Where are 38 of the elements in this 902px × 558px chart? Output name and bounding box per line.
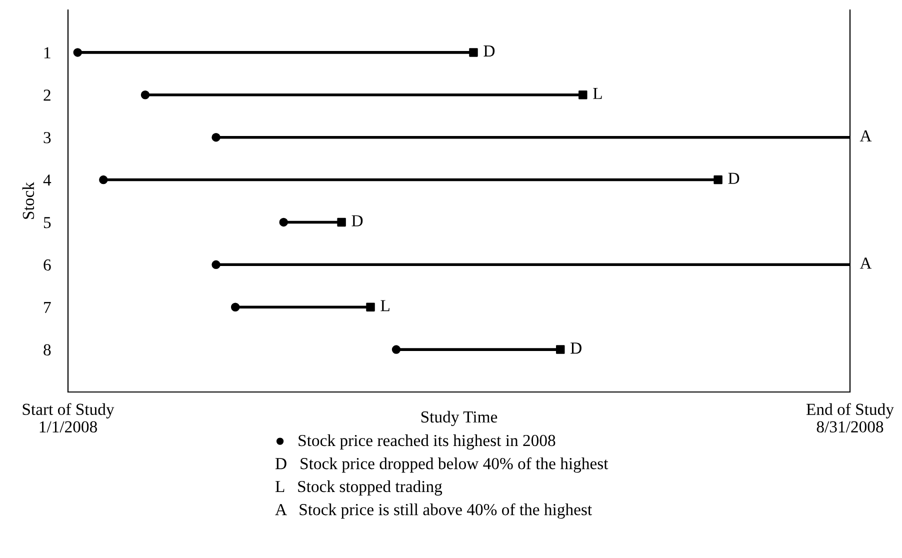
annotation: D bbox=[728, 172, 740, 184]
x-axis-title: Study Time bbox=[421, 410, 498, 426]
point bbox=[392, 345, 401, 354]
text: ● Stock price reached its highest in 2008 bbox=[276, 434, 556, 450]
point bbox=[714, 175, 722, 184]
y-tick-label: 4 bbox=[43, 174, 52, 186]
point bbox=[469, 48, 478, 57]
y-tick-label: 1 bbox=[44, 47, 50, 58]
point bbox=[578, 90, 588, 100]
y-tick-label: 8 bbox=[44, 344, 51, 356]
annotation: D bbox=[570, 342, 582, 354]
annotation: A bbox=[860, 258, 872, 269]
point bbox=[73, 48, 82, 57]
annotation: D bbox=[484, 46, 495, 56]
point bbox=[337, 218, 346, 227]
annotation: L bbox=[380, 300, 390, 312]
point bbox=[279, 218, 288, 227]
point bbox=[556, 345, 565, 354]
x-tick-label: Start of Study 1/1/2008 bbox=[22, 403, 114, 432]
text: D Stock price dropped below 40% of the highest bbox=[275, 457, 608, 473]
y-tick-label: 5 bbox=[44, 217, 51, 228]
text: L Stock stopped trading bbox=[275, 480, 442, 496]
point bbox=[366, 302, 375, 312]
y-axis-title: Stock bbox=[22, 182, 34, 219]
point bbox=[140, 90, 150, 100]
y-tick-label: 2 bbox=[44, 90, 50, 101]
point bbox=[212, 260, 220, 270]
point bbox=[99, 175, 108, 184]
y-tick-label: 6 bbox=[44, 259, 51, 271]
x-tick-label: End of Study 8/31/2008 bbox=[806, 403, 894, 432]
y-tick-label: 7 bbox=[44, 302, 51, 313]
point bbox=[230, 302, 240, 312]
point bbox=[212, 132, 220, 142]
annotation: L bbox=[593, 88, 602, 99]
annotation: A bbox=[860, 130, 872, 142]
y-tick-label: 3 bbox=[44, 132, 51, 144]
annotation: D bbox=[352, 215, 363, 226]
text: A Stock price is still above 40% of the highest bbox=[275, 503, 592, 519]
